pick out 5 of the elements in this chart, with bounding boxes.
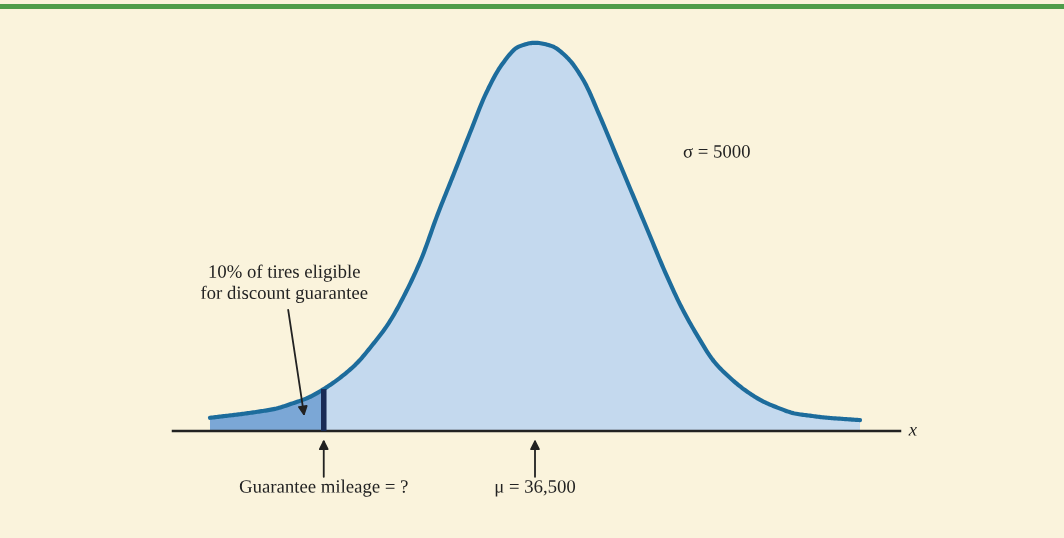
x-tick-label: μ = 36,500 — [495, 480, 576, 497]
x-axis-title: x — [908, 426, 917, 436]
annotation: σ = 5000 — [683, 145, 750, 158]
annotation: 10% of tires eligible for discount guarantee — [200, 264, 368, 303]
x-tick-label: Guarantee mileage = ? — [239, 479, 408, 497]
